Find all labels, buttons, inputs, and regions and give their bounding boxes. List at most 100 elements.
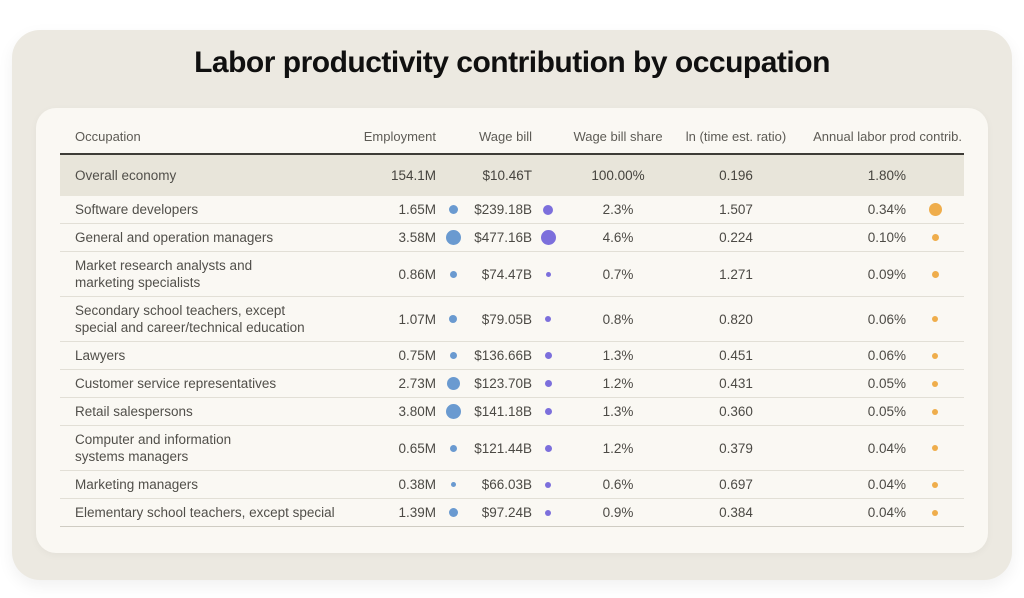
contrib-dot-cell — [906, 509, 964, 516]
annual-contrib-cell: 1.80% — [867, 168, 906, 183]
wage-bill-bubble — [545, 509, 551, 516]
table-row: Customer service representatives 2.73M $… — [60, 370, 964, 398]
employment-cell: 3.80M — [398, 404, 436, 419]
employment-dot-cell — [436, 444, 470, 452]
employment-cell: 1.07M — [398, 311, 436, 327]
table-header-row: Occupation Employment Wage bill Wage bil… — [60, 114, 964, 155]
ln-ratio-cell: 1.271 — [719, 266, 753, 282]
employment-dot-cell — [436, 352, 470, 359]
ln-ratio-cell: 0.360 — [719, 404, 753, 419]
annual-contrib-cell: 0.04% — [867, 505, 906, 520]
annual-contrib-cell: 0.04% — [867, 440, 906, 456]
contrib-dot-cell — [906, 380, 964, 387]
table-row: Elementary school teachers, except speci… — [60, 499, 964, 527]
table-row: Lawyers 0.75M $136.66B 1.3% 0.451 0.06% — [60, 342, 964, 370]
contrib-dot-cell — [906, 316, 964, 322]
wage-bill-share-cell: 100.00% — [591, 168, 645, 183]
employment-cell: 154.1M — [390, 168, 436, 183]
annual-contrib-cell: 0.06% — [867, 348, 906, 363]
employment-bubble — [450, 482, 456, 487]
annual-contrib-cell: 0.05% — [867, 404, 906, 419]
wage-bill-share-cell: 1.2% — [602, 376, 634, 391]
employment-cell: 1.39M — [398, 505, 436, 520]
wage-bill-cell: $121.44B — [474, 440, 532, 456]
occupation-cell: Software developers — [75, 202, 199, 217]
wage-bill-cell: $136.66B — [474, 348, 532, 363]
contrib-dot-cell — [906, 445, 964, 451]
employment-cell: 0.38M — [398, 477, 436, 492]
employment-cell: 1.65M — [398, 202, 436, 217]
employment-dot-cell — [436, 508, 470, 517]
wage-bill-share-cell: 0.9% — [602, 505, 634, 520]
occupation-cell: Computer and information systems manager… — [75, 432, 232, 464]
wage-bill-bubble — [540, 230, 556, 245]
wage-bill-bubble — [544, 380, 552, 387]
employment-bubble — [449, 315, 457, 323]
occupation-cell: Overall economy — [75, 168, 177, 183]
wage-bill-cell: $123.70B — [474, 376, 532, 391]
wage-bill-share-cell: 1.3% — [602, 404, 634, 419]
table-row: Retail salespersons 3.80M $141.18B 1.3% … — [60, 398, 964, 426]
wage-bill-share-cell: 0.6% — [602, 477, 634, 492]
wage-bill-bubble — [544, 352, 552, 359]
employment-bubble — [448, 205, 458, 214]
wage-bill-cell: $66.03B — [481, 477, 532, 492]
wage-bill-bubble — [543, 204, 553, 215]
wage-bill-cell: $10.46T — [482, 168, 532, 183]
wage-dot-cell — [532, 352, 564, 359]
contrib-bubble — [932, 445, 938, 451]
contrib-dot-cell — [906, 270, 964, 278]
wage-dot-cell — [532, 481, 564, 488]
table-row: Computer and information systems manager… — [60, 426, 964, 471]
ln-ratio-cell: 0.820 — [719, 311, 753, 327]
col-header-wage-bill: Wage bill — [479, 129, 532, 144]
wage-bill-share-cell: 2.3% — [602, 202, 634, 217]
ln-ratio-cell: 0.379 — [719, 440, 753, 456]
occupation-cell: Retail salespersons — [75, 404, 193, 419]
employment-cell: 0.86M — [398, 266, 436, 282]
annual-contrib-cell: 0.09% — [867, 266, 906, 282]
col-header-annual-contrib: Annual labor prod contrib. — [813, 129, 962, 144]
employment-cell: 2.73M — [398, 376, 436, 391]
contrib-bubble — [932, 380, 938, 387]
contrib-bubble — [931, 234, 939, 241]
contrib-dot-cell — [906, 234, 964, 241]
wage-dot-cell — [532, 271, 564, 277]
table-row: General and operation managers 3.58M $47… — [60, 224, 964, 252]
wage-bill-cell: $79.05B — [481, 311, 532, 327]
wage-dot-cell — [532, 316, 564, 322]
ln-ratio-cell: 1.507 — [719, 202, 753, 217]
employment-dot-cell — [436, 270, 470, 278]
wage-dot-cell — [532, 230, 564, 245]
occupation-cell: Market research analysts and marketing s… — [75, 258, 253, 290]
wage-bill-share-cell: 0.7% — [602, 266, 634, 282]
occupation-cell: Elementary school teachers, except speci… — [75, 505, 335, 520]
employment-bubble — [449, 444, 457, 452]
card: Labor productivity contribution by occup… — [12, 30, 1012, 580]
wage-dot-cell — [532, 444, 564, 452]
col-header-employment: Employment — [363, 129, 436, 144]
col-header-occupation: Occupation — [75, 129, 141, 144]
table-card: Occupation Employment Wage bill Wage bil… — [36, 108, 988, 553]
employment-dot-cell — [436, 404, 470, 419]
employment-cell: 0.65M — [398, 440, 436, 456]
contrib-bubble — [928, 203, 942, 216]
contrib-bubble — [932, 352, 938, 359]
occupation-cell: Marketing managers — [75, 477, 199, 492]
contrib-dot-cell — [906, 352, 964, 359]
annual-contrib-cell: 0.06% — [867, 311, 906, 327]
occupation-cell: General and operation managers — [75, 230, 274, 245]
wage-dot-cell — [532, 509, 564, 516]
employment-cell: 3.58M — [398, 230, 436, 245]
employment-bubble — [445, 230, 461, 245]
employment-bubble — [448, 508, 458, 517]
employment-bubble — [449, 352, 457, 359]
annual-contrib-cell: 0.10% — [867, 230, 906, 245]
contrib-bubble — [932, 408, 938, 415]
wage-dot-cell — [532, 380, 564, 387]
contrib-dot-cell — [906, 408, 964, 415]
ln-ratio-cell: 0.196 — [719, 168, 753, 183]
wage-bill-bubble — [545, 316, 551, 322]
wage-bill-cell: $477.16B — [474, 230, 532, 245]
wage-bill-cell: $141.18B — [474, 404, 532, 419]
